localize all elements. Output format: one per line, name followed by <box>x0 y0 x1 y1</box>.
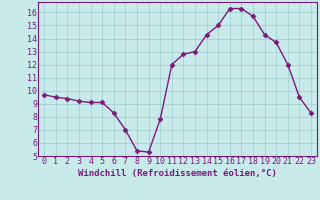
X-axis label: Windchill (Refroidissement éolien,°C): Windchill (Refroidissement éolien,°C) <box>78 169 277 178</box>
